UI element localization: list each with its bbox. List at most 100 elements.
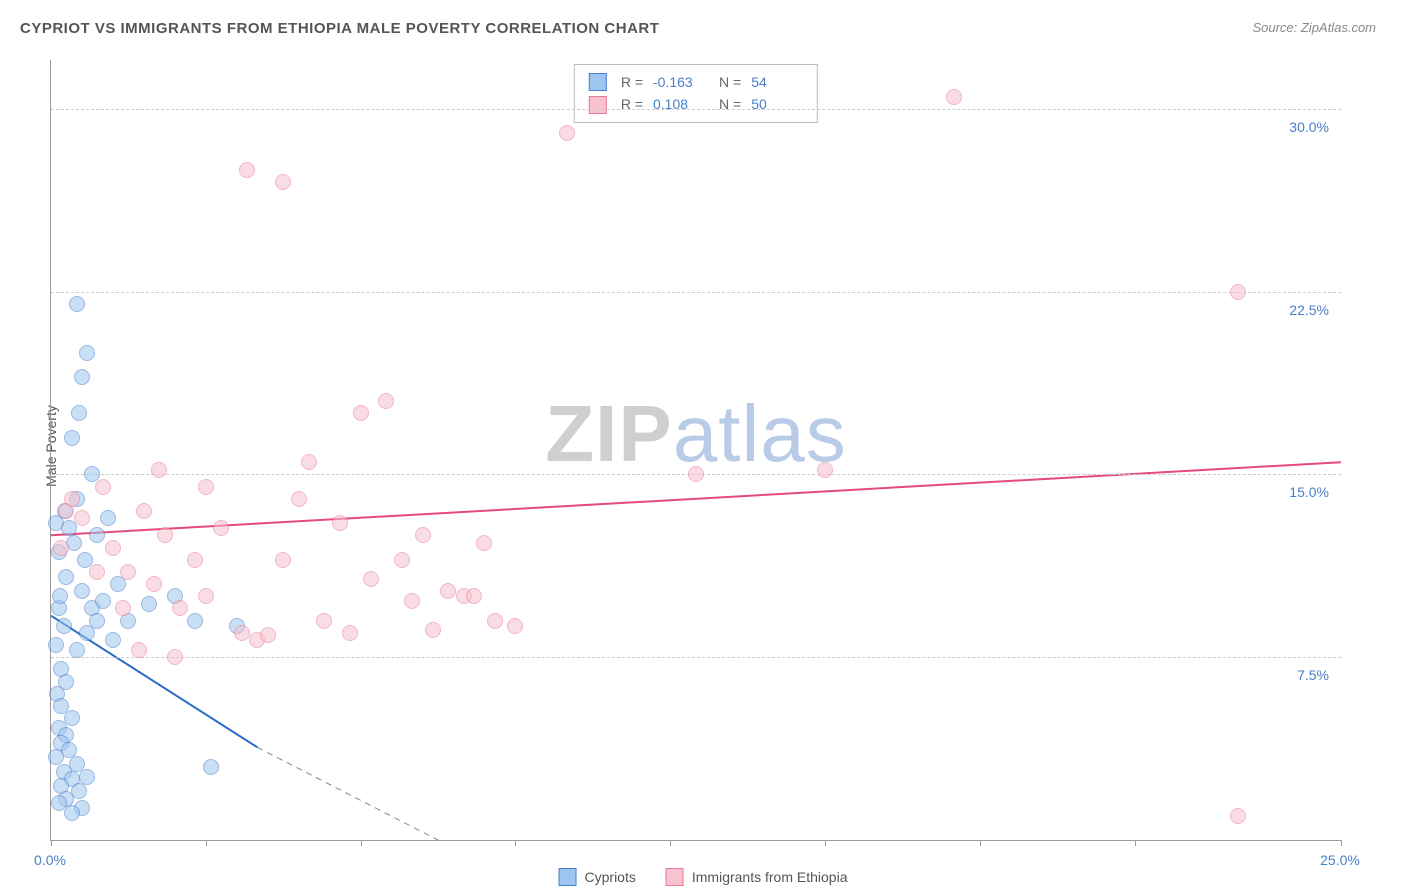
- scatter-point: [167, 649, 183, 665]
- scatter-point: [425, 622, 441, 638]
- scatter-point: [363, 571, 379, 587]
- legend-item: Cypriots: [559, 868, 636, 886]
- x-tick: [361, 840, 362, 846]
- scatter-point: [95, 479, 111, 495]
- y-tick-label: 15.0%: [1289, 484, 1329, 500]
- scatter-point: [74, 510, 90, 526]
- legend-swatch: [589, 73, 607, 91]
- scatter-point: [559, 125, 575, 141]
- y-tick-label: 30.0%: [1289, 119, 1329, 135]
- scatter-point: [353, 405, 369, 421]
- legend-r-label: R =: [621, 71, 643, 93]
- watermark-zip: ZIP: [545, 389, 672, 478]
- scatter-point: [187, 613, 203, 629]
- scatter-point: [332, 515, 348, 531]
- scatter-point: [151, 462, 167, 478]
- scatter-point: [291, 491, 307, 507]
- x-tick: [51, 840, 52, 846]
- y-tick-label: 22.5%: [1289, 302, 1329, 318]
- scatter-point: [239, 162, 255, 178]
- scatter-point: [64, 430, 80, 446]
- scatter-point: [476, 535, 492, 551]
- legend-n-value: 50: [751, 93, 803, 115]
- legend-r-value: 0.108: [653, 93, 705, 115]
- scatter-point: [64, 805, 80, 821]
- series-legend: Cypriots Immigrants from Ethiopia: [559, 868, 848, 886]
- scatter-point: [1230, 284, 1246, 300]
- chart-title: CYPRIOT VS IMMIGRANTS FROM ETHIOPIA MALE…: [20, 20, 659, 37]
- correlation-legend: R = -0.163 N = 54 R = 0.108 N = 50: [574, 64, 818, 123]
- scatter-point: [48, 637, 64, 653]
- scatter-point: [79, 625, 95, 641]
- scatter-point: [69, 642, 85, 658]
- scatter-point: [260, 627, 276, 643]
- scatter-point: [466, 588, 482, 604]
- plot-area: ZIPatlas R =-0.163N =54R =0.108N =50 7.5…: [50, 60, 1341, 841]
- legend-label: Cypriots: [585, 869, 636, 885]
- scatter-point: [275, 174, 291, 190]
- scatter-point: [105, 540, 121, 556]
- x-tick: [206, 840, 207, 846]
- legend-n-label: N =: [719, 71, 741, 93]
- scatter-point: [74, 369, 90, 385]
- scatter-point: [131, 642, 147, 658]
- trend-line-extension: [257, 747, 438, 840]
- scatter-point: [301, 454, 317, 470]
- scatter-point: [275, 552, 291, 568]
- source-attribution: Source: ZipAtlas.com: [1252, 20, 1376, 35]
- scatter-point: [157, 527, 173, 543]
- scatter-point: [316, 613, 332, 629]
- y-tick-label: 7.5%: [1297, 667, 1329, 683]
- scatter-point: [141, 596, 157, 612]
- scatter-point: [1230, 808, 1246, 824]
- scatter-point: [120, 564, 136, 580]
- scatter-point: [89, 564, 105, 580]
- legend-swatch: [559, 868, 577, 886]
- scatter-point: [415, 527, 431, 543]
- x-tick-label: 25.0%: [1320, 852, 1360, 868]
- legend-n-label: N =: [719, 93, 741, 115]
- x-tick: [1135, 840, 1136, 846]
- legend-label: Immigrants from Ethiopia: [692, 869, 848, 885]
- scatter-point: [213, 520, 229, 536]
- scatter-point: [342, 625, 358, 641]
- x-tick: [670, 840, 671, 846]
- legend-n-value: 54: [751, 71, 803, 93]
- legend-row: R = -0.163 N = 54: [589, 71, 803, 93]
- scatter-point: [58, 569, 74, 585]
- x-tick: [825, 840, 826, 846]
- scatter-point: [64, 491, 80, 507]
- scatter-point: [404, 593, 420, 609]
- scatter-point: [146, 576, 162, 592]
- scatter-point: [79, 345, 95, 361]
- scatter-point: [688, 466, 704, 482]
- gridline: [51, 109, 1341, 110]
- scatter-point: [234, 625, 250, 641]
- scatter-point: [378, 393, 394, 409]
- scatter-point: [79, 769, 95, 785]
- legend-r-label: R =: [621, 93, 643, 115]
- legend-item: Immigrants from Ethiopia: [666, 868, 848, 886]
- scatter-point: [136, 503, 152, 519]
- scatter-point: [187, 552, 203, 568]
- legend-r-value: -0.163: [653, 71, 705, 93]
- scatter-point: [172, 600, 188, 616]
- scatter-point: [95, 593, 111, 609]
- scatter-point: [71, 405, 87, 421]
- x-tick: [1341, 840, 1342, 846]
- legend-swatch: [666, 868, 684, 886]
- scatter-point: [56, 618, 72, 634]
- scatter-point: [69, 296, 85, 312]
- scatter-point: [394, 552, 410, 568]
- legend-row: R = 0.108 N = 50: [589, 93, 803, 115]
- scatter-point: [77, 552, 93, 568]
- legend-swatch: [589, 96, 607, 114]
- x-tick: [980, 840, 981, 846]
- scatter-point: [48, 749, 64, 765]
- scatter-point: [946, 89, 962, 105]
- scatter-point: [198, 479, 214, 495]
- scatter-point: [52, 588, 68, 604]
- scatter-point: [507, 618, 523, 634]
- scatter-point: [89, 527, 105, 543]
- gridline: [51, 292, 1341, 293]
